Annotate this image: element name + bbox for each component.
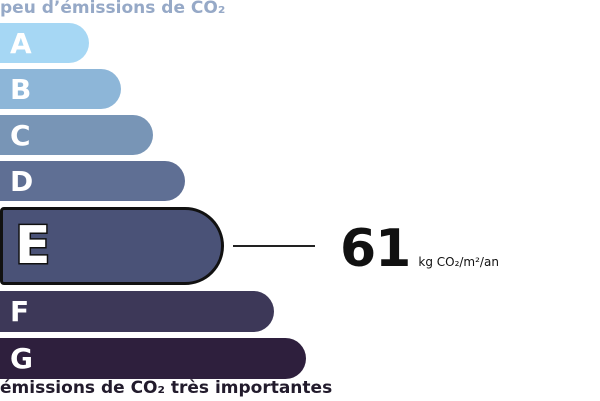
emission-value-unit: kg CO₂/m²/an [418, 255, 499, 269]
emission-value-number: 61 [340, 219, 411, 279]
class-letter-b: B [10, 72, 32, 106]
high-emissions-caption: émissions de CO₂ très importantes [0, 378, 333, 398]
value-connector-line [233, 245, 315, 247]
class-bar-g: G [0, 338, 306, 379]
class-bar-d: D [0, 161, 185, 201]
class-letter-f: F [10, 295, 30, 328]
class-bar-a: A [0, 23, 89, 63]
emission-value: 61 kg CO₂/m²/an [340, 220, 499, 278]
class-letter-c: C [10, 118, 31, 152]
class-bar-c: C [0, 115, 153, 155]
class-letter-g: G [10, 342, 33, 375]
class-letter-d: D [10, 164, 34, 198]
class-bar-f: F [0, 291, 274, 332]
class-bar-e: E [0, 207, 224, 285]
class-letter-e: E [14, 215, 52, 278]
class-letter-a: A [10, 26, 32, 60]
class-bar-b: B [0, 69, 121, 109]
low-emissions-caption: peu d’émissions de CO₂ [0, 0, 226, 18]
